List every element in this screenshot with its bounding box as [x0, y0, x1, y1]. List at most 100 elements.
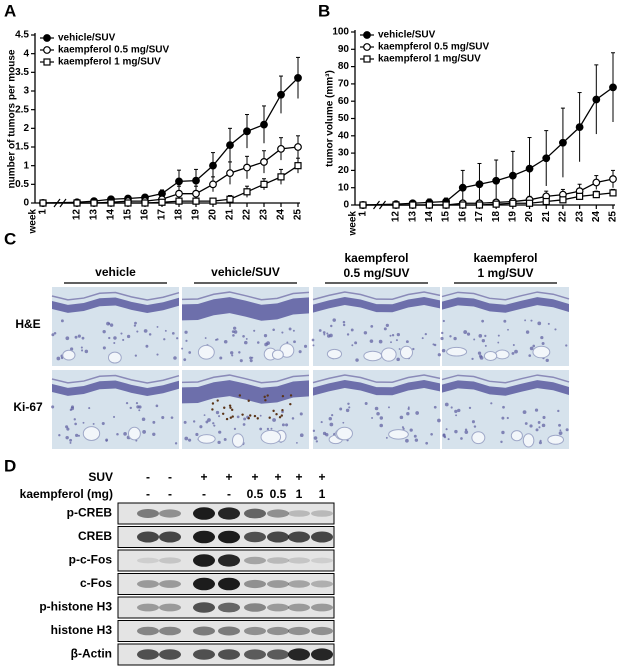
marker — [475, 180, 484, 189]
nucleus — [331, 414, 334, 417]
band — [218, 507, 240, 520]
nucleus — [81, 349, 84, 352]
nucleus — [501, 416, 505, 420]
nucleus — [348, 406, 351, 409]
band — [288, 648, 310, 661]
band — [193, 626, 215, 636]
band — [137, 649, 159, 660]
nucleus — [437, 353, 441, 357]
band — [311, 557, 333, 564]
nucleus — [370, 325, 374, 328]
stratum — [181, 291, 310, 301]
nucleus — [161, 415, 165, 420]
blot — [117, 526, 335, 548]
blot-label: β-Actin — [71, 647, 112, 661]
marker — [124, 199, 132, 207]
nucleus — [455, 414, 458, 417]
x-tick-label: 20 — [524, 211, 535, 223]
nucleus — [238, 351, 241, 354]
y-tick-label: 20 — [338, 165, 350, 176]
nucleus — [263, 334, 268, 338]
adipocyte — [128, 426, 141, 441]
lane-label: 0.5 — [270, 487, 287, 501]
y-tick-label: 60 — [338, 96, 350, 107]
band — [159, 580, 181, 588]
nucleus — [323, 333, 326, 336]
marker — [359, 201, 367, 209]
nucleus — [554, 328, 557, 331]
y-tick-label: 4.5 — [15, 30, 29, 41]
nucleus — [58, 434, 61, 437]
histology-image — [51, 370, 180, 449]
marker — [525, 199, 534, 207]
adipocyte — [363, 350, 383, 362]
nucleus — [171, 331, 175, 335]
nucleus — [346, 333, 350, 336]
band — [267, 626, 289, 636]
y-tick-label: 2.5 — [15, 104, 29, 115]
epidermis — [313, 380, 440, 396]
nucleus — [56, 356, 61, 361]
nucleus — [109, 323, 114, 327]
nucleus — [126, 334, 131, 339]
nucleus — [507, 328, 509, 331]
y-tick-label: 4 — [23, 48, 29, 59]
x-tick-label: 18 — [491, 211, 502, 223]
nucleus — [53, 332, 57, 335]
lane-label: + — [295, 470, 302, 484]
y-tick-label: 2 — [23, 123, 29, 134]
marker — [492, 176, 501, 185]
nucleus — [213, 424, 216, 427]
legend-label: kaempferol 1 mg/SUV — [58, 57, 161, 68]
adipocyte — [82, 426, 101, 441]
nucleus — [152, 420, 156, 424]
nucleus — [281, 423, 285, 427]
nucleus — [163, 338, 166, 341]
band — [218, 649, 240, 660]
nucleus — [453, 336, 457, 341]
nucleus — [204, 337, 207, 339]
nucleus — [286, 341, 289, 344]
blot-label: p-CREB — [67, 506, 113, 520]
nucleus — [199, 425, 203, 429]
x-tick-label: 25 — [608, 211, 618, 223]
nucleus — [101, 422, 105, 426]
nucleus — [369, 339, 374, 343]
y-tick-label: 10 — [338, 182, 350, 193]
band — [159, 649, 181, 660]
nucleus — [243, 417, 247, 421]
nucleus — [460, 437, 463, 440]
lane-label: + — [225, 470, 232, 484]
nucleus — [203, 414, 206, 417]
y-tick-label: 50 — [338, 113, 350, 124]
nucleus — [529, 424, 533, 428]
marker — [209, 161, 217, 170]
nucleus — [174, 442, 178, 445]
marker — [175, 197, 183, 205]
adipocyte — [388, 429, 409, 440]
band — [218, 554, 240, 567]
nucleus — [402, 427, 405, 430]
x-tick-label: 22 — [558, 211, 569, 223]
nucleus — [66, 427, 70, 431]
marker — [609, 83, 617, 92]
x-tick-label: 17 — [474, 211, 485, 223]
nucleus — [145, 344, 149, 348]
nucleus — [407, 407, 410, 411]
nucleus — [449, 335, 452, 338]
blot-label: p-c-Fos — [69, 553, 113, 567]
x-tick-label: 15 — [123, 209, 134, 221]
marker — [277, 90, 285, 99]
nucleus — [192, 420, 196, 423]
nucleus — [244, 340, 248, 345]
nucleus — [385, 436, 388, 439]
nucleus — [389, 334, 392, 337]
nucleus — [311, 338, 315, 342]
band — [137, 626, 159, 636]
nucleus — [74, 422, 77, 426]
marker — [39, 199, 47, 207]
nucleus — [540, 335, 544, 340]
ki67-stain — [247, 417, 250, 420]
nucleus — [233, 427, 237, 431]
blot — [117, 573, 335, 595]
